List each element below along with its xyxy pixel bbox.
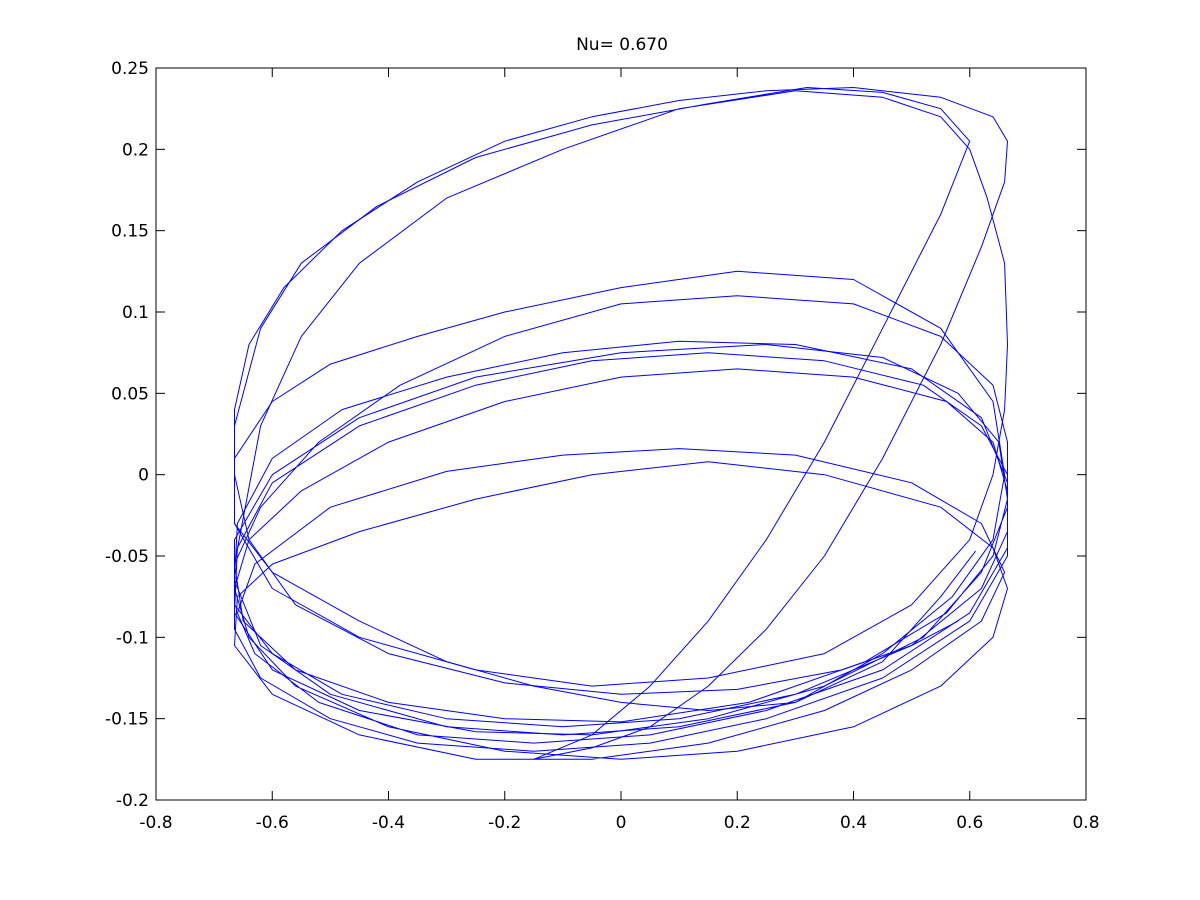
y-tick-label: 0.05 [111, 384, 149, 404]
y-tick-label: -0.05 [105, 547, 149, 567]
x-axis: -0.8 -0.6 -0.4 -0.2 0 0.2 0.4 0.6 0.8 [139, 68, 1100, 833]
trajectory-line-1 [234, 270, 1008, 760]
y-tick-label: -0.15 [105, 710, 149, 730]
x-tick-label: 0.6 [956, 813, 983, 833]
trajectory-line-3 [234, 87, 1008, 760]
y-tick-label: 0.25 [111, 59, 149, 79]
y-tick-label: 0 [138, 466, 149, 486]
trajectory-line-2 [234, 295, 1008, 752]
y-tick-label: 0.15 [111, 222, 149, 242]
y-tick-label: -0.2 [116, 791, 149, 811]
x-tick-label: -0.8 [139, 813, 172, 833]
x-tick-label: 0.8 [1072, 813, 1099, 833]
y-axis: -0.2 -0.15 -0.1 -0.05 0 0.05 0.1 0.15 0.2 0.25 [105, 59, 1086, 811]
x-tick-label: -0.6 [256, 813, 289, 833]
x-tick-label: 0.2 [724, 813, 751, 833]
x-tick-label: -0.4 [372, 813, 405, 833]
x-tick-label: -0.2 [488, 813, 521, 833]
series-layer [234, 87, 1008, 760]
x-tick-label: 0 [616, 813, 627, 833]
x-tick-label: 0.4 [840, 813, 867, 833]
chart-title: Nu= 0.670 [576, 35, 668, 55]
plot-frame [155, 67, 1087, 801]
trajectory-line-4 [234, 87, 1008, 760]
y-tick-label: 0.1 [122, 303, 149, 323]
y-tick-label: -0.1 [116, 628, 149, 648]
y-tick-label: 0.2 [122, 140, 149, 160]
